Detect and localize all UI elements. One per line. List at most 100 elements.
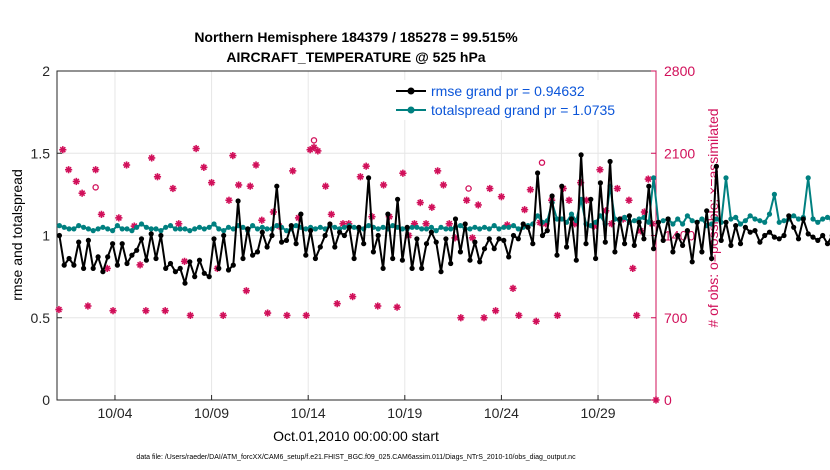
obs-assimilated-marker [122,161,131,169]
rmse-point [713,163,720,169]
rmse-point [409,265,415,271]
obs-assimilated-marker [644,175,652,183]
obs-assimilated-marker [492,307,500,315]
rmse-point [689,259,695,265]
x-tick-label: 10/04 [97,405,132,421]
spread-point [148,226,154,232]
rmse-line [58,153,830,285]
y-left-tick-label: 2 [42,63,50,79]
spread-point [805,175,811,181]
spread-point [240,224,246,230]
rmse-point [723,219,729,225]
rmse-point [810,234,816,240]
spread-point [317,224,323,230]
spread-point [680,221,686,227]
rmse-point [143,257,149,263]
spread-point [496,226,502,232]
obs-assimilated-marker [55,305,63,314]
spread-point [110,228,116,234]
spread-point [81,224,87,230]
obs-assimilated-marker [434,167,442,175]
rmse-point [235,198,241,204]
spread-point [477,226,483,232]
rmse-point [481,246,488,252]
rmse-point [71,262,77,268]
obs-assimilated-marker [225,196,233,204]
rmse-point [404,224,410,230]
rmse-point [153,255,159,262]
obs-assimilated-marker [84,302,92,310]
spread-point [723,175,729,181]
spread-point [114,223,120,229]
obs-assimilated-marker [393,303,401,311]
rmse-point [448,260,454,267]
rmse-point [341,232,347,239]
rmse-point [766,229,773,235]
rmse-point [423,241,430,247]
rmse-point [457,249,463,255]
spread-point [791,213,797,219]
rmse-point [477,259,483,265]
spread-point [631,218,637,224]
rmse-point [733,223,739,229]
obs-assimilated-marker [374,302,382,310]
footer-data-file: data file: /Users/raeder/DAI/ATM_forcXX/… [136,454,576,461]
rmse-point [535,170,541,176]
rmse-point [134,247,140,253]
rmse-point [250,252,256,258]
spread-point [457,223,463,229]
rmse-point [467,257,473,263]
obs-assimilated-marker [629,264,637,272]
rmse-point [221,232,227,239]
obs-assimilated-marker [72,177,80,186]
rmse-point [110,241,116,247]
rmse-point [240,255,246,262]
rmse-point [694,219,700,225]
rmse-point [196,257,203,263]
y-left-tick-label: 0 [42,392,50,408]
obs-assimilated-marker [283,311,291,319]
rmse-point [438,269,444,275]
obs-assimilated-marker [321,182,330,190]
rmse-point [776,236,782,242]
y-right-tick-label: 2800 [664,63,695,79]
rmse-point [443,236,449,242]
y-right-tick-label: 0 [664,392,672,408]
legend-spread-marker [407,106,415,114]
obs-assimilated-marker [463,196,471,204]
rmse-point [626,213,633,219]
rmse-point [317,244,323,250]
rmse-point [288,223,294,229]
spread-point [824,214,830,220]
rmse-point [259,229,265,235]
rmse-point [709,255,715,262]
spread-point [375,226,381,232]
rmse-point [254,249,261,255]
rmse-point [544,228,550,234]
rmse-point [568,216,575,222]
spread-point [815,219,821,225]
spread-point [312,226,318,232]
spread-point [250,223,256,229]
rmse-point [390,255,396,262]
spread-point [651,175,657,181]
rmse-point [66,255,72,262]
spread-point [776,219,782,225]
obs-assimilated-marker [333,300,341,308]
spread-point [167,223,174,229]
obs-assimilated-marker [457,314,465,322]
spread-point [264,226,270,232]
obs-assimilated-marker [180,257,189,265]
obs-assimilated-marker [229,152,237,160]
spread-point [733,214,739,220]
rmse-point [366,175,372,181]
rmse-point [506,254,512,260]
y-axis-left-label: rmse and totalspread [9,169,25,301]
obs-assimilated-marker [553,311,562,319]
rmse-point [602,239,608,245]
spread-point [689,218,695,224]
obs-assimilated-marker [142,307,150,315]
rmse-point [564,244,570,250]
x-tick-label: 10/09 [194,405,229,421]
rmse-point [119,241,125,247]
